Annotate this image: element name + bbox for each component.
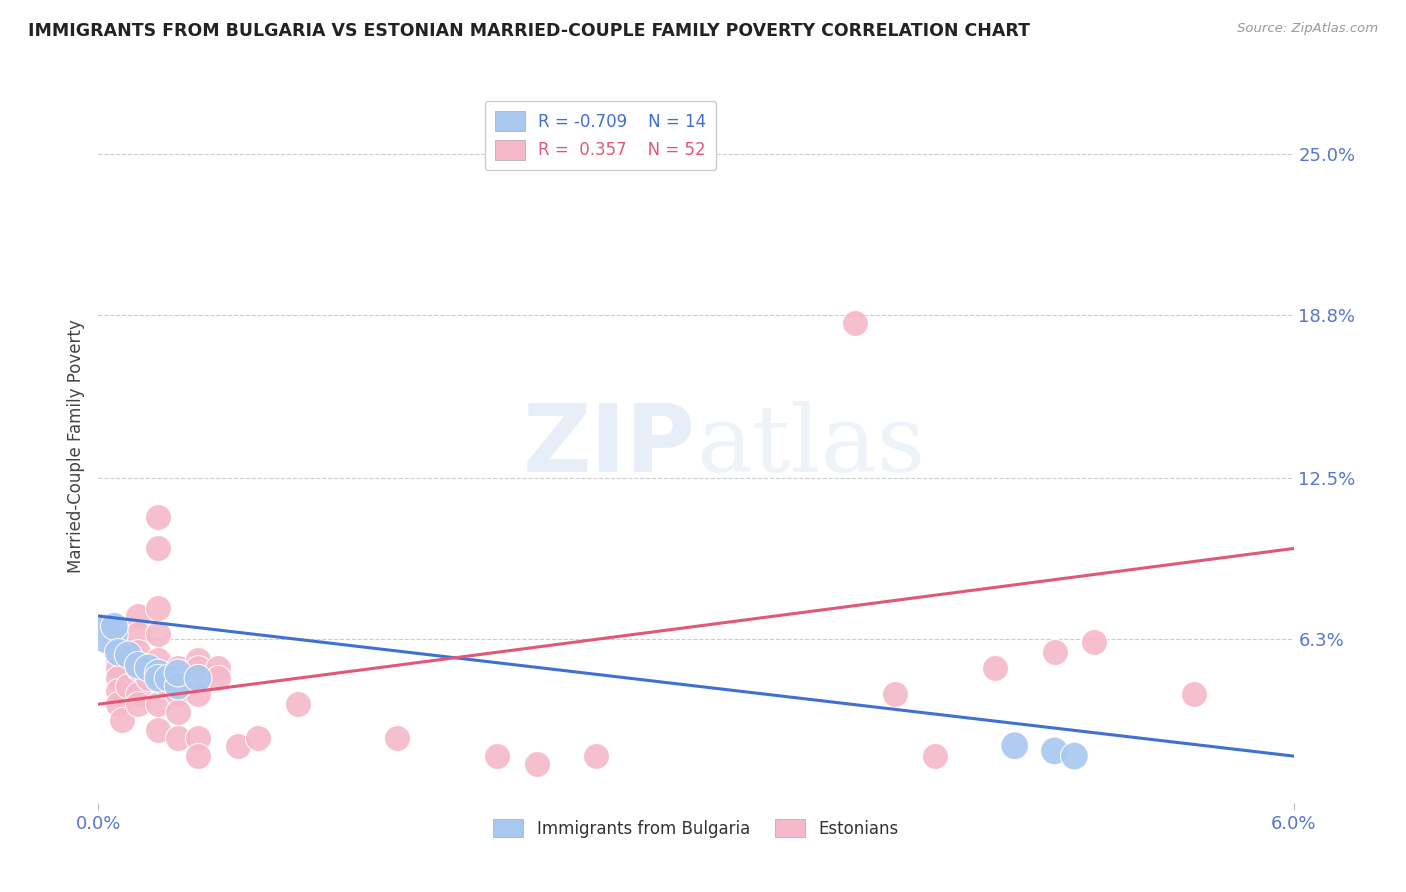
Point xyxy=(148,671,170,685)
Point xyxy=(127,697,149,711)
Legend: Immigrants from Bulgaria, Estonians: Immigrants from Bulgaria, Estonians xyxy=(486,813,905,845)
Point xyxy=(187,749,209,764)
Point xyxy=(97,619,120,633)
Point xyxy=(127,658,149,673)
Text: atlas: atlas xyxy=(696,401,925,491)
Point xyxy=(187,671,209,685)
Point xyxy=(884,687,907,701)
Point xyxy=(148,627,170,641)
Point xyxy=(157,671,180,685)
Point xyxy=(984,661,1007,675)
Point xyxy=(187,731,209,745)
Point xyxy=(1043,645,1066,659)
Point xyxy=(136,671,159,685)
Point xyxy=(148,723,170,738)
Point xyxy=(111,713,134,727)
Text: IMMIGRANTS FROM BULGARIA VS ESTONIAN MARRIED-COUPLE FAMILY POVERTY CORRELATION C: IMMIGRANTS FROM BULGARIA VS ESTONIAN MAR… xyxy=(28,22,1031,40)
Point xyxy=(107,671,129,685)
Point xyxy=(107,661,129,675)
Point xyxy=(207,661,229,675)
Point xyxy=(1004,739,1026,753)
Point xyxy=(924,749,946,764)
Point xyxy=(1043,744,1066,758)
Point xyxy=(187,653,209,667)
Point xyxy=(103,619,125,633)
Point xyxy=(157,679,180,693)
Point xyxy=(226,739,249,753)
Point xyxy=(167,679,190,693)
Point xyxy=(187,687,209,701)
Point xyxy=(148,666,170,681)
Point xyxy=(148,697,170,711)
Point xyxy=(107,684,129,698)
Point xyxy=(844,316,866,330)
Point xyxy=(107,645,129,659)
Y-axis label: Married-Couple Family Poverty: Married-Couple Family Poverty xyxy=(66,319,84,573)
Point xyxy=(207,671,229,685)
Point xyxy=(103,635,125,649)
Point xyxy=(167,679,190,693)
Point xyxy=(127,627,149,641)
Point xyxy=(136,661,159,675)
Point xyxy=(148,541,170,556)
Point xyxy=(526,756,548,771)
Point xyxy=(117,648,139,662)
Point xyxy=(127,661,149,675)
Point xyxy=(167,687,190,701)
Point xyxy=(287,697,309,711)
Point xyxy=(127,645,149,659)
Point xyxy=(485,749,508,764)
Point xyxy=(107,653,129,667)
Point xyxy=(127,687,149,701)
Point xyxy=(1063,749,1085,764)
Point xyxy=(148,510,170,524)
Point xyxy=(167,661,190,675)
Point xyxy=(148,671,170,685)
Point xyxy=(187,661,209,675)
Point xyxy=(385,731,409,745)
Point xyxy=(1182,687,1205,701)
Text: Source: ZipAtlas.com: Source: ZipAtlas.com xyxy=(1237,22,1378,36)
Point xyxy=(167,731,190,745)
Point xyxy=(167,705,190,719)
Point xyxy=(585,749,607,764)
Point xyxy=(167,666,190,681)
Text: ZIP: ZIP xyxy=(523,400,696,492)
Point xyxy=(148,653,170,667)
Point xyxy=(148,601,170,615)
Point xyxy=(127,609,149,624)
Point xyxy=(107,697,129,711)
Point xyxy=(117,679,139,693)
Point xyxy=(107,645,129,659)
Point xyxy=(246,731,269,745)
Point xyxy=(97,627,120,641)
Point xyxy=(1083,635,1105,649)
